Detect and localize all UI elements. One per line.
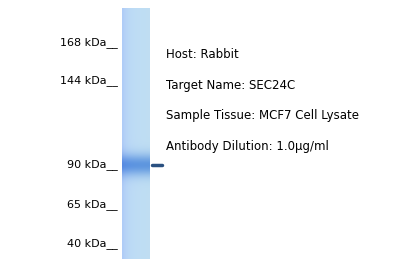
Text: Host: Rabbit: Host: Rabbit xyxy=(166,48,239,61)
Text: Antibody Dilution: 1.0μg/ml: Antibody Dilution: 1.0μg/ml xyxy=(166,140,329,153)
Text: 168 kDa__: 168 kDa__ xyxy=(60,37,118,48)
Text: 40 kDa__: 40 kDa__ xyxy=(67,238,118,249)
Text: Target Name: SEC24C: Target Name: SEC24C xyxy=(166,79,295,92)
Text: 144 kDa__: 144 kDa__ xyxy=(60,75,118,86)
Text: Sample Tissue: MCF7 Cell Lysate: Sample Tissue: MCF7 Cell Lysate xyxy=(166,109,359,123)
Text: 65 kDa__: 65 kDa__ xyxy=(67,199,118,210)
Text: 90 kDa__: 90 kDa__ xyxy=(67,159,118,170)
